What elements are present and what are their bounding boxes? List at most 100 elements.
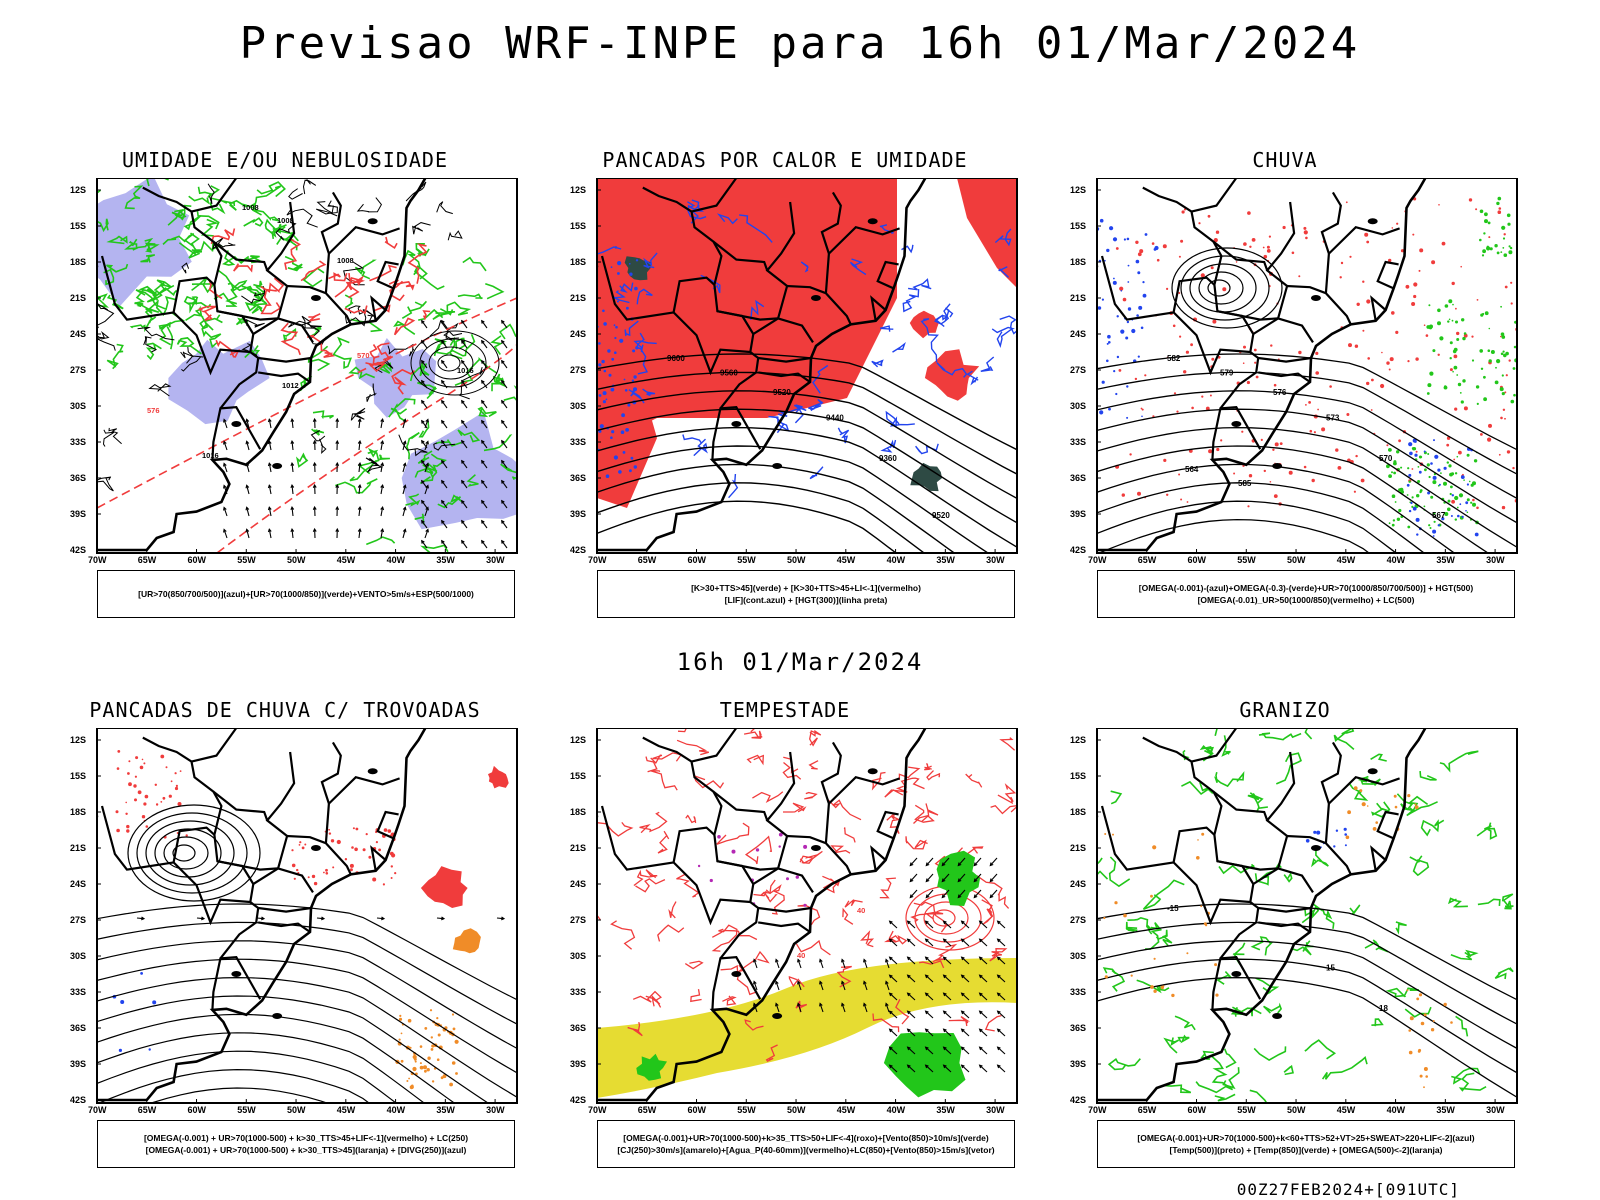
rain-blue-area bbox=[1409, 451, 1413, 456]
rain-green-area bbox=[1475, 385, 1480, 389]
wind-vector bbox=[996, 1064, 1001, 1069]
precipitable-water-contour bbox=[926, 770, 941, 781]
thunderstorm-red-area bbox=[488, 765, 509, 789]
wind-vector bbox=[246, 507, 250, 517]
streamline-arrow bbox=[140, 916, 146, 921]
hail-risk-blue-area bbox=[1335, 829, 1339, 832]
contour-line bbox=[149, 1087, 329, 1103]
wind-vector bbox=[909, 889, 918, 898]
streamline-arrow bbox=[260, 916, 266, 921]
omega-orange-area bbox=[1423, 1013, 1427, 1017]
omega-orange-area bbox=[1162, 985, 1165, 987]
wind-vector bbox=[885, 1003, 890, 1013]
wind-vector bbox=[961, 992, 970, 1001]
state-border bbox=[376, 810, 399, 840]
thunderstorm-red-area bbox=[332, 866, 335, 869]
rain-red-area bbox=[1198, 222, 1201, 225]
contour-line bbox=[1097, 958, 1517, 1074]
omega-orange-area bbox=[1408, 1029, 1411, 1032]
lifted-index-contour bbox=[597, 246, 622, 255]
wind-vector bbox=[997, 992, 1006, 1001]
state-border bbox=[100, 805, 174, 871]
rain-green-area bbox=[1448, 299, 1453, 304]
lifted-index-blue-area bbox=[610, 436, 613, 440]
precipitable-water-contour bbox=[657, 830, 670, 854]
temperature-850-contour bbox=[1420, 819, 1445, 837]
wind-vector bbox=[889, 992, 898, 1001]
temperature-850-contour bbox=[1214, 728, 1218, 736]
wind-vector bbox=[978, 1028, 983, 1033]
humidity-1000-850-contour bbox=[429, 453, 447, 479]
latitude-label: 39S bbox=[570, 1059, 586, 1069]
state-border bbox=[1100, 255, 1174, 321]
rain-green-area bbox=[1512, 367, 1516, 370]
convection-orange-area bbox=[426, 1068, 430, 1072]
rain-red-area bbox=[1508, 359, 1511, 362]
wind-vector bbox=[841, 1002, 845, 1007]
rain-blue-area bbox=[1136, 314, 1139, 317]
streamline-arrow bbox=[196, 917, 205, 920]
rain-blue-area bbox=[1441, 517, 1445, 521]
omega-orange-area bbox=[1186, 952, 1189, 955]
humidity-1000-850-contour bbox=[503, 385, 517, 402]
state-border bbox=[1265, 201, 1296, 287]
wind-vector bbox=[997, 1028, 1006, 1037]
wind-vector bbox=[425, 418, 429, 423]
wind-vector bbox=[885, 981, 890, 991]
rain-blue-area bbox=[1434, 454, 1439, 459]
wind-vector bbox=[943, 956, 952, 965]
wind-vector bbox=[245, 506, 250, 511]
state-border bbox=[717, 860, 779, 871]
wind-vector bbox=[223, 418, 227, 423]
field-value-label: 1012 bbox=[282, 381, 299, 390]
lifted-index-contour bbox=[633, 340, 657, 353]
humidity-1000-850-contour bbox=[414, 513, 425, 525]
rain-blue-area bbox=[1126, 385, 1129, 388]
rain-green-area bbox=[1460, 400, 1464, 404]
wind-vector bbox=[461, 479, 465, 484]
circulation-contour bbox=[127, 804, 261, 902]
lifted-index-blue-area bbox=[599, 424, 604, 429]
rain-blue-area bbox=[1459, 503, 1462, 506]
precipitable-water-contour bbox=[744, 1019, 764, 1031]
temperature-850-contour bbox=[1163, 1084, 1192, 1094]
sea-level-pressure-contour bbox=[315, 204, 338, 217]
lifted-index-contour bbox=[624, 320, 639, 337]
humidity-1000-850-contour bbox=[418, 308, 444, 321]
wind-vector bbox=[223, 419, 228, 429]
lake-marker bbox=[810, 845, 821, 851]
thunderstorm-red-area bbox=[143, 762, 146, 765]
lake-marker bbox=[1272, 1013, 1283, 1019]
rain-green-area bbox=[1406, 494, 1409, 496]
wind-vector bbox=[268, 507, 272, 517]
wind-vector bbox=[942, 1064, 947, 1069]
wind-vector bbox=[421, 379, 425, 384]
longitude-label: 55W bbox=[1237, 555, 1256, 565]
temperature-850-contour bbox=[1108, 856, 1131, 888]
wind-vector bbox=[291, 463, 294, 473]
omega-orange-area bbox=[1347, 810, 1351, 815]
wind-vector bbox=[924, 1028, 929, 1033]
rain-red-area bbox=[1213, 238, 1218, 243]
rain-blue-area bbox=[1423, 450, 1426, 453]
thunderstorm-red-area bbox=[144, 794, 149, 799]
temperature-850-contour bbox=[1181, 780, 1214, 796]
rain-green-area bbox=[1471, 359, 1475, 362]
rain-blue-area bbox=[1106, 359, 1109, 363]
omega-orange-area bbox=[1414, 805, 1419, 810]
rain-green-area bbox=[1412, 447, 1416, 451]
rain-red-area bbox=[1305, 236, 1308, 240]
lifted-index-blue-area bbox=[611, 357, 615, 361]
rain-red-area bbox=[1386, 361, 1390, 365]
wind-vector bbox=[978, 938, 983, 943]
contour-line bbox=[597, 390, 1017, 500]
wind-vector bbox=[335, 417, 340, 422]
wind-vector bbox=[421, 320, 428, 329]
longitude-label: 70W bbox=[1088, 555, 1107, 565]
sea-level-pressure-contour bbox=[286, 208, 318, 228]
lake-marker bbox=[1310, 845, 1321, 851]
rain-green-area bbox=[1483, 397, 1487, 402]
thickness-contour bbox=[260, 288, 282, 315]
wind-vector bbox=[441, 420, 448, 429]
